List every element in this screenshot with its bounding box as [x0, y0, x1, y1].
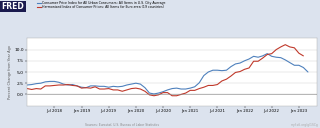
Legend: Consumer Price Index for All Urban Consumers: All Items in U.S. City Average, Ha: Consumer Price Index for All Urban Consu… — [37, 1, 165, 9]
Text: Sources: Eurostat; U.S. Bureau of Labor Statistics: Sources: Eurostat; U.S. Bureau of Labor … — [84, 123, 159, 127]
Y-axis label: Percent Change from Year Ago: Percent Change from Year Ago — [8, 45, 12, 99]
Text: myf.stl.org/g/1SCg: myf.stl.org/g/1SCg — [291, 123, 318, 127]
Text: FRED: FRED — [2, 2, 24, 11]
